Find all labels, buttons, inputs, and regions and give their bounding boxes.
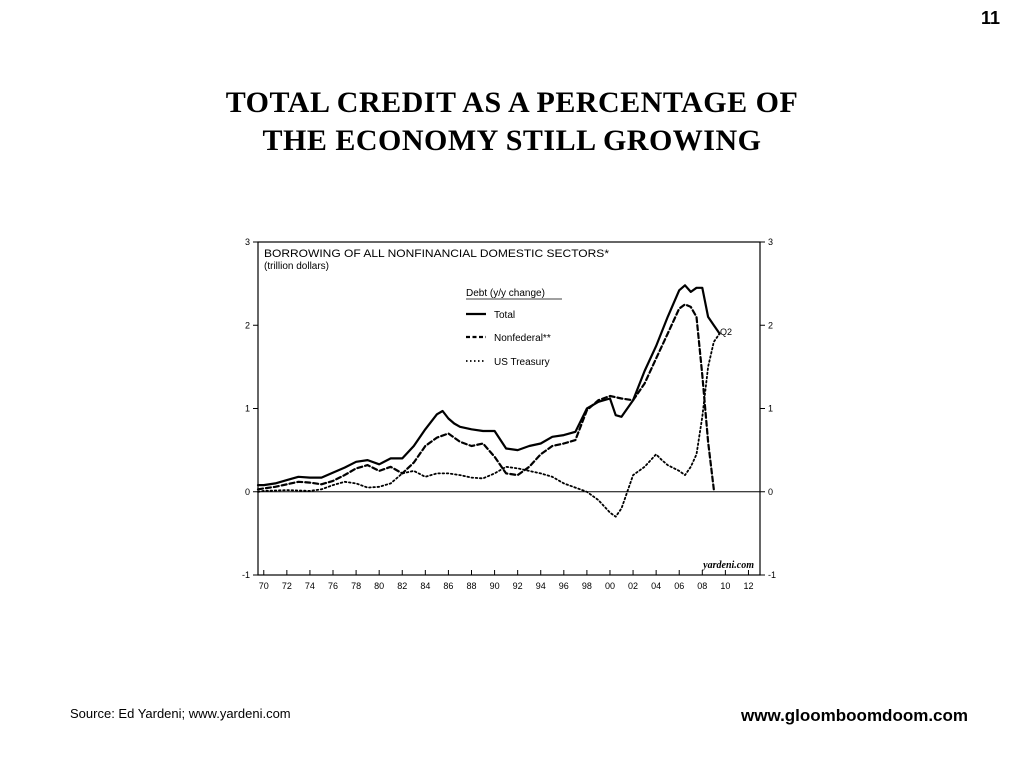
- series-lines: [256, 284, 721, 518]
- x-tick-label: 84: [420, 581, 430, 591]
- chart-title: BORROWING OF ALL NONFINANCIAL DOMESTIC S…: [264, 248, 610, 260]
- x-tick-label: 82: [397, 581, 407, 591]
- x-tick-label: 02: [628, 581, 638, 591]
- q2-annotation: Q2: [720, 327, 732, 337]
- y-axis-left: -1 0 1 2 3: [242, 237, 258, 580]
- y-tick-right-label: 0: [768, 487, 773, 497]
- legend-title: Debt (y/y change): [466, 288, 545, 299]
- x-tick-label: 08: [697, 581, 707, 591]
- x-tick-label: 12: [743, 581, 753, 591]
- legend: Debt (y/y change) Total Nonfederal** US …: [466, 288, 562, 368]
- x-tick-label: 94: [536, 581, 546, 591]
- x-tick-label: 10: [720, 581, 730, 591]
- y-tick-left-label: -1: [242, 570, 250, 580]
- x-axis: 70 72 74 76 78 80 82 84 86 88 90 92 94 96 98 00 02 04 06 08…: [259, 570, 753, 591]
- website-link[interactable]: www.gloomboomdoom.com: [741, 706, 968, 725]
- x-tick-label: 72: [282, 581, 292, 591]
- slide-title-line-2: THE ECONOMY STILL GROWING: [262, 124, 762, 157]
- chart-subtitle: (trillion dollars): [264, 261, 329, 272]
- series-line-us-treasury: [257, 332, 721, 518]
- x-tick-label: 78: [351, 581, 361, 591]
- slide-title-line-1: TOTAL CREDIT AS A PERCENTAGE OF: [225, 86, 799, 119]
- y-tick-right-label: 2: [768, 320, 773, 330]
- legend-label-nonfederal: Nonfederal**: [494, 333, 551, 344]
- series-line-total: [256, 284, 721, 487]
- x-tick-label: 86: [443, 581, 453, 591]
- series-line-nonfederal: [256, 303, 715, 491]
- y-tick-right-label: 3: [768, 237, 773, 247]
- x-tick-label: 80: [374, 581, 384, 591]
- y-tick-left-label: 0: [245, 487, 250, 497]
- legend-label-treasury: US Treasury: [494, 357, 550, 368]
- x-tick-label: 88: [466, 581, 476, 591]
- y-axis-right: -1 0 1 2 3: [760, 237, 776, 580]
- x-tick-label: 74: [305, 581, 315, 591]
- slide-title: TOTAL CREDIT AS A PERCENTAGE OF THE ECON…: [0, 84, 1024, 160]
- x-tick-label: 76: [328, 581, 338, 591]
- source-note: Source: Ed Yardeni; www.yardeni.com: [70, 706, 291, 721]
- y-tick-right-label: -1: [768, 570, 776, 580]
- x-tick-label: 96: [559, 581, 569, 591]
- y-tick-left-label: 1: [245, 404, 250, 414]
- slide-number: 11: [980, 8, 1000, 28]
- x-tick-label: 98: [582, 581, 592, 591]
- x-tick-label: 90: [490, 581, 500, 591]
- watermark: yardeni.com: [702, 560, 754, 571]
- x-tick-label: 70: [259, 581, 269, 591]
- y-tick-left-label: 3: [245, 237, 250, 247]
- x-tick-label: 92: [513, 581, 523, 591]
- y-tick-left-label: 2: [245, 320, 250, 330]
- x-tick-label: 06: [674, 581, 684, 591]
- x-tick-label: 00: [605, 581, 615, 591]
- legend-label-total: Total: [494, 310, 515, 321]
- x-tick-label: 04: [651, 581, 661, 591]
- y-tick-right-label: 1: [768, 404, 773, 414]
